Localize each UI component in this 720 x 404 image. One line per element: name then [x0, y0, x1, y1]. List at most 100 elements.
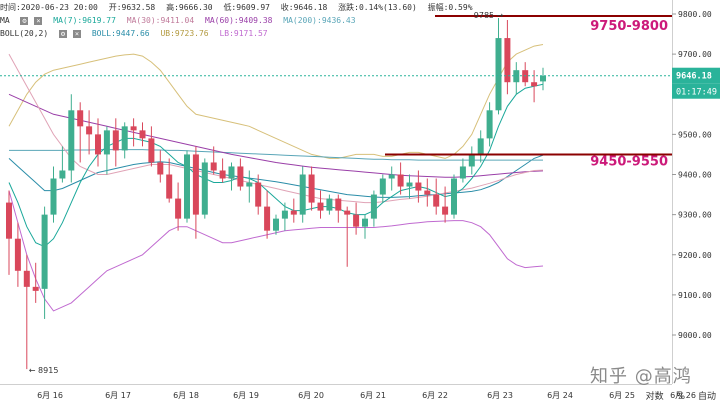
- y-tick-label: 9200.00: [678, 251, 712, 260]
- candle-body: [95, 134, 101, 155]
- candle-body: [121, 126, 128, 151]
- y-tick-label: 9700.00: [678, 50, 712, 59]
- current-price-tag: [672, 67, 720, 84]
- ma200-value: MA(200):9436.43: [283, 16, 356, 25]
- candle-body: [32, 286, 39, 291]
- candle-body: [23, 270, 30, 287]
- ma60-value: MA(60):9409.38: [205, 16, 273, 25]
- candle-body: [370, 194, 377, 219]
- candle-body: [77, 110, 84, 127]
- candle-body: [273, 218, 279, 231]
- candle-body: [442, 206, 449, 215]
- info-high: 高:9666.30: [166, 3, 213, 12]
- candle-body: [433, 194, 440, 207]
- candle-body: [192, 154, 199, 215]
- close-icon[interactable]: ×: [34, 16, 43, 25]
- x-tick-label: 6月 21: [360, 391, 386, 400]
- boll-label: BOLL(20,2): [0, 29, 49, 38]
- candle-body: [290, 210, 297, 215]
- ma-legend: MA ⚙ × MA(7):9619.77 MA(30):9411.04 MA(60…: [0, 15, 362, 26]
- candle-body: [184, 154, 190, 219]
- countdown-value: 01:17:49: [676, 88, 717, 98]
- x-tick-label: 6月 23: [487, 391, 513, 400]
- candle-body: [388, 174, 395, 179]
- candle-body: [228, 166, 235, 179]
- candle-body: [495, 38, 502, 111]
- log-scale-toggle[interactable]: 对数: [645, 392, 664, 402]
- zone-label: 9750-9800: [590, 19, 668, 34]
- candle-body: [406, 182, 413, 187]
- x-tick-label: 6月 20: [298, 391, 324, 400]
- candle-body: [175, 198, 182, 219]
- auto-scale-toggle[interactable]: 自动: [697, 392, 716, 402]
- candle-body: [281, 210, 288, 219]
- candle-body: [130, 126, 137, 131]
- settings-icon[interactable]: ⚙: [59, 29, 67, 38]
- candle-body: [424, 190, 431, 195]
- candle-body: [335, 198, 342, 211]
- y-tick-label: 9800.00: [678, 10, 712, 19]
- candle-body: [504, 38, 511, 83]
- ma7-value: MA(7):9619.77: [53, 16, 116, 25]
- countdown-tag: [672, 83, 720, 99]
- candle-body: [166, 174, 173, 199]
- candle-body: [86, 126, 93, 135]
- scale-toolbar: 对数 % 自动: [636, 389, 716, 402]
- candle-body: [41, 214, 48, 289]
- percent-scale-toggle[interactable]: %: [676, 392, 686, 402]
- candle-body: [486, 110, 493, 139]
- x-tick-label: 6月 18: [173, 391, 199, 400]
- candle-body: [237, 166, 244, 187]
- boll-ub-value: UB:9723.76: [160, 29, 209, 38]
- x-tick-label: 6月 17: [105, 391, 131, 400]
- y-tick-label: 9300.00: [678, 211, 712, 220]
- y-tick-label: 9000.00: [678, 331, 712, 340]
- x-tick-label: 6月 25: [609, 391, 635, 400]
- candle-body: [468, 154, 475, 167]
- y-tick-label: 9100.00: [678, 291, 712, 300]
- x-tick-label: 6月 19: [233, 391, 259, 400]
- candle-body: [353, 214, 360, 227]
- candle-body: [14, 238, 21, 271]
- candle-body: [112, 130, 119, 151]
- info-amplitude: 振幅:0.59%: [427, 3, 473, 12]
- info-time: 时间:2020-06-23 20:00: [0, 3, 98, 12]
- boll-mid-value: BOLL:9447.66: [91, 29, 150, 38]
- candle-body: [477, 138, 484, 155]
- high-annotation: 9785 →: [474, 11, 504, 20]
- ma-label: MA: [0, 16, 10, 25]
- boll-legend: BOLL(20,2) ⚙ × BOLL:9447.66 UB:9723.76 LB…: [0, 28, 274, 39]
- candle-body: [59, 170, 66, 179]
- ma30-value: MA(30):9411.04: [126, 16, 195, 25]
- candle-body: [201, 162, 208, 215]
- low-annotation: ← 8915: [29, 366, 59, 375]
- candle-body: [148, 138, 155, 163]
- info-open: 开:9632.58: [108, 3, 156, 12]
- candle-body: [103, 130, 110, 155]
- settings-icon[interactable]: ⚙: [20, 16, 29, 25]
- candle-body: [210, 162, 217, 171]
- candle-body: [246, 182, 253, 187]
- candle-body: [379, 178, 386, 195]
- info-low: 低:9609.97: [223, 3, 270, 12]
- x-tick-label: 6月 22: [422, 391, 448, 400]
- candle-body: [451, 178, 457, 215]
- candle-body: [531, 82, 538, 87]
- candle-body: [326, 198, 333, 211]
- candle-body: [157, 162, 164, 175]
- candle-body: [415, 182, 422, 191]
- zone-label: 9450-9550: [590, 154, 668, 169]
- candle-body: [344, 210, 351, 215]
- info-change: 涨跌:0.14%(13.60): [338, 3, 417, 12]
- candle-body: [308, 174, 315, 203]
- candle-body: [68, 110, 75, 171]
- candle-body: [459, 166, 466, 179]
- candle-body: [255, 182, 262, 207]
- candle-body: [6, 202, 12, 239]
- candle-body: [540, 75, 546, 82]
- y-tick-label: 9400.00: [678, 171, 712, 180]
- candle-body: [50, 178, 57, 215]
- close-icon[interactable]: ×: [73, 29, 81, 38]
